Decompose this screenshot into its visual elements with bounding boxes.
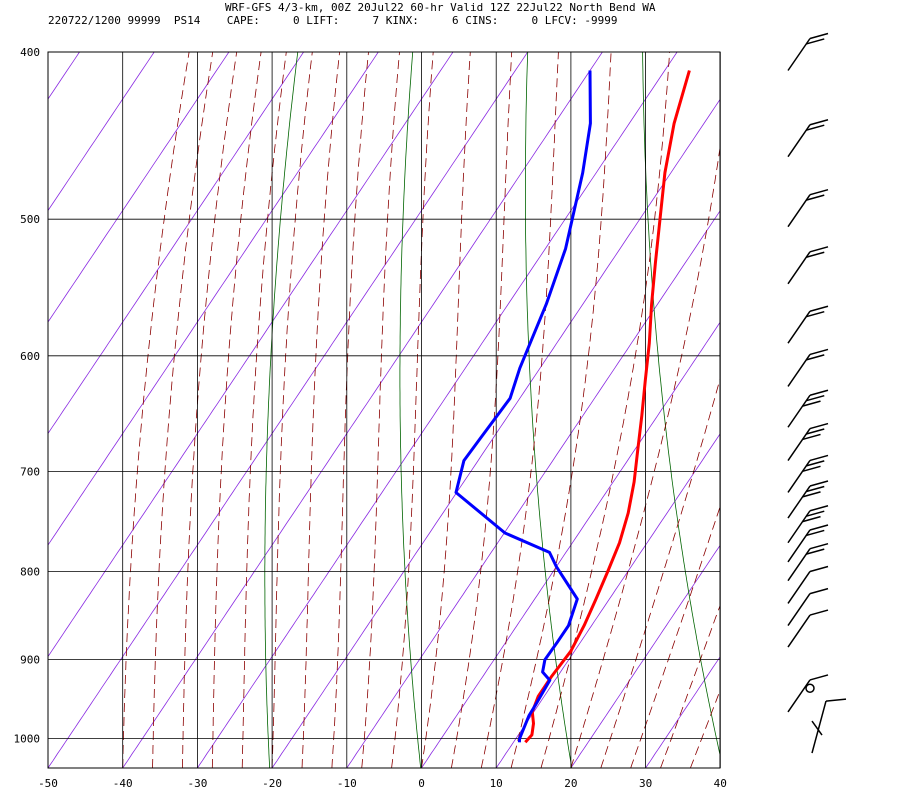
moist-adiabat-line — [690, 689, 720, 768]
moist-adiabat-line — [600, 377, 720, 768]
dry-adiabat-line — [525, 52, 573, 768]
wind-barb — [787, 542, 829, 582]
moist-adiabat-line — [331, 52, 369, 768]
isotherm-line — [495, 433, 720, 768]
isotherm-line — [421, 321, 720, 768]
wind-barb — [787, 565, 829, 604]
dry-adiabat-line — [873, 52, 900, 768]
isotherm-line — [346, 210, 720, 768]
isotherm-line — [719, 767, 720, 768]
isotherm-line — [795, 52, 900, 768]
isotherm-line — [570, 544, 720, 768]
wind-barb — [787, 609, 829, 648]
x-tick-label: 30 — [639, 777, 652, 790]
moist-adiabat-line — [570, 145, 720, 768]
x-tick-label: 10 — [490, 777, 503, 790]
wind-barb — [787, 305, 829, 344]
x-tick-label: -20 — [262, 777, 282, 790]
wind-barb — [787, 32, 829, 71]
moist-adiabat-line — [510, 52, 612, 768]
dry-adiabat-line — [642, 52, 720, 757]
isotherm-line — [48, 52, 230, 323]
x-tick-label: -30 — [187, 777, 207, 790]
moist-adiabat-line — [361, 52, 400, 768]
moist-adiabat-line — [421, 52, 471, 768]
dewpoint-profile-line — [454, 70, 592, 743]
isotherm-line — [870, 52, 900, 768]
wind-barb — [787, 188, 829, 228]
x-tick-label: 20 — [564, 777, 577, 790]
dry-adiabat-line — [758, 52, 874, 768]
moist-adiabat-line — [152, 52, 214, 768]
moist-adiabat-line — [391, 52, 434, 768]
wind-barb — [787, 246, 829, 285]
y-tick-label: 400 — [20, 46, 40, 59]
wind-barb — [787, 422, 829, 461]
y-tick-label: 700 — [20, 465, 40, 478]
isotherm-line — [48, 52, 529, 768]
moist-adiabat-line — [660, 604, 720, 768]
wind-barb — [787, 524, 829, 563]
wind-barb — [787, 674, 829, 713]
isotherm-line — [645, 656, 720, 768]
x-tick-label: 0 — [418, 777, 425, 790]
wind-barb — [787, 389, 829, 428]
grid — [47, 51, 721, 768]
moist-adiabat-line — [301, 52, 340, 768]
moist-adiabat-line — [182, 52, 238, 768]
background-lines — [0, 52, 900, 768]
temperature-profile-line — [524, 70, 691, 744]
x-tick-label: 40 — [714, 777, 727, 790]
x-tick-label: -40 — [113, 777, 133, 790]
y-tick-label: 800 — [20, 565, 40, 578]
isotherm-line — [48, 52, 454, 658]
isotherm-line — [0, 52, 5, 768]
wind-barb — [787, 348, 829, 387]
y-tick-label: 500 — [20, 213, 40, 226]
stability-indices: 220722/1200 99999 PS14 CAPE: 0 LIFT: 7 K… — [48, 14, 618, 27]
wind-barb-surface — [811, 698, 847, 754]
dry-adiabat-line — [399, 52, 422, 768]
wind-barb — [787, 119, 829, 158]
moist-adiabat-line — [271, 52, 313, 768]
isotherm-line — [48, 52, 379, 546]
moist-adiabat-line — [630, 505, 720, 768]
x-tick-label: -10 — [337, 777, 357, 790]
dry-adiabat-line — [264, 52, 299, 768]
isotherm-line — [197, 52, 678, 768]
moist-adiabat-line — [241, 52, 287, 768]
wind-barb — [787, 454, 829, 493]
isotherm-line — [271, 98, 720, 768]
moist-adiabat-line — [480, 52, 559, 768]
x-tick-label: -50 — [38, 777, 58, 790]
moist-adiabat-line — [122, 52, 190, 768]
y-tick-label: 1000 — [14, 733, 41, 746]
wind-barb — [787, 505, 829, 544]
wind-barb — [787, 480, 829, 519]
wind-barb-column — [787, 32, 829, 713]
isotherm-line — [122, 52, 603, 768]
plot-frame — [47, 51, 721, 769]
wind-barb — [787, 587, 829, 627]
moist-adiabat-line — [211, 52, 262, 768]
y-tick-label: 900 — [20, 654, 40, 667]
wind-barb — [805, 683, 815, 693]
moist-adiabat-line — [540, 52, 670, 768]
y-tick-label: 600 — [20, 350, 40, 363]
isotherm-line — [48, 52, 304, 435]
chart-title: WRF-GFS 4/3-km, 00Z 20Jul22 60-hr Valid … — [225, 1, 656, 14]
